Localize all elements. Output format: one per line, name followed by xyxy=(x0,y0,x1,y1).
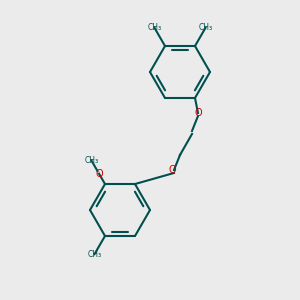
Text: CH₃: CH₃ xyxy=(87,250,102,259)
Text: O: O xyxy=(195,108,203,118)
Text: CH₃: CH₃ xyxy=(147,23,162,32)
Text: O: O xyxy=(95,169,103,178)
Text: CH₃: CH₃ xyxy=(84,156,99,165)
Text: CH₃: CH₃ xyxy=(198,23,213,32)
Text: O: O xyxy=(169,165,176,175)
